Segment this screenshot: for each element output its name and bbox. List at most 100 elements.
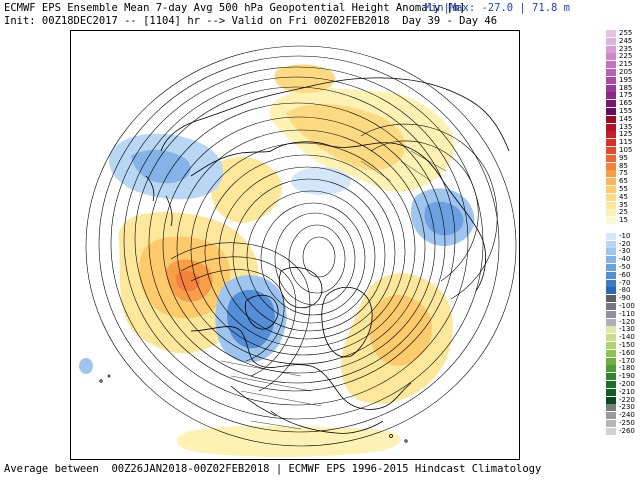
scale-swatch xyxy=(606,53,616,61)
scale-swatch xyxy=(606,264,616,271)
scale-label: -80 xyxy=(619,286,631,295)
scale-swatch xyxy=(606,279,616,287)
scale-swatch xyxy=(606,349,616,357)
scale-label: -30 xyxy=(619,247,631,256)
scale-label: -40 xyxy=(619,255,631,264)
scale-label: -150 xyxy=(619,341,635,349)
scale-swatch xyxy=(606,162,616,170)
scale-label: -70 xyxy=(619,278,631,287)
scale-label: 85 xyxy=(619,161,628,170)
scale-swatch xyxy=(606,61,616,69)
eurasia-coast xyxy=(160,77,486,292)
scale-swatch xyxy=(606,334,616,342)
footer-caption: Average between 00Z26JAN2018-00Z02FEB201… xyxy=(4,463,542,475)
scale-swatch xyxy=(606,139,616,147)
scale-label: 215 xyxy=(619,60,633,69)
scale-swatch xyxy=(606,225,616,232)
scale-swatch xyxy=(606,30,616,37)
polar-map-svg xyxy=(79,45,517,457)
scale-swatch xyxy=(606,326,616,334)
coastlines xyxy=(99,77,510,443)
scale-swatch xyxy=(606,170,616,178)
scale-swatch xyxy=(606,427,616,435)
scale-swatch xyxy=(606,357,616,365)
scale-swatch xyxy=(606,271,616,279)
scale-label: 55 xyxy=(619,185,628,193)
scale-label: 95 xyxy=(619,153,628,162)
scale-swatch xyxy=(606,209,616,217)
scale-label: 45 xyxy=(619,192,628,201)
scale-label: 255 xyxy=(619,29,633,37)
scale-label: 235 xyxy=(619,44,633,53)
scale-label: -10 xyxy=(619,231,631,240)
scale-label: 65 xyxy=(619,177,628,186)
scale-label: -60 xyxy=(619,270,631,279)
scale-label: 175 xyxy=(619,91,633,100)
scale-label: 205 xyxy=(619,68,633,76)
scale-swatch xyxy=(606,396,616,404)
scale-swatch xyxy=(606,240,616,248)
scale-swatch xyxy=(606,100,616,108)
scale-label: -160 xyxy=(619,348,635,357)
scale-swatch xyxy=(606,217,616,225)
scale-label: 185 xyxy=(619,83,633,92)
scale-swatch xyxy=(606,131,616,139)
scale-label: 165 xyxy=(619,99,633,108)
init-valid-line: Init: 00Z18DEC2017 -- [1104] hr --> Vali… xyxy=(4,15,498,27)
polar-map xyxy=(70,30,520,460)
scale-label: -20 xyxy=(619,239,631,248)
scale-swatch xyxy=(606,84,616,92)
height-contours xyxy=(85,45,517,447)
scale-label: 75 xyxy=(619,169,628,178)
scale-label: -100 xyxy=(619,302,635,310)
scale-label: 145 xyxy=(619,114,633,123)
scale-swatch xyxy=(606,147,616,154)
scale-swatch xyxy=(606,303,616,310)
scale-swatch xyxy=(606,318,616,326)
scale-swatch xyxy=(606,92,616,100)
scale-label: -120 xyxy=(619,317,635,326)
scale-label: -260 xyxy=(619,426,635,435)
north-america-coast xyxy=(190,326,412,434)
scale-label: -230 xyxy=(619,403,635,412)
scale-label: -250 xyxy=(619,419,635,427)
scale-swatch xyxy=(606,201,616,209)
scale-label: -50 xyxy=(619,263,631,271)
scale-swatch xyxy=(606,381,616,388)
scale-label: -180 xyxy=(619,364,635,373)
scale-swatch xyxy=(606,287,616,295)
scale-label: 245 xyxy=(619,36,633,45)
scale-label: -200 xyxy=(619,380,635,388)
scale-label: -210 xyxy=(619,387,635,396)
scale-swatch xyxy=(606,37,616,45)
scale-swatch xyxy=(606,412,616,420)
min-max-readout: Min|Max: -27.0 | 71.8 m xyxy=(424,2,570,14)
scale-label: 155 xyxy=(619,107,633,115)
scale-label: -140 xyxy=(619,333,635,342)
scale-label: -90 xyxy=(619,294,631,303)
scale-swatch xyxy=(606,76,616,84)
scale-swatch xyxy=(606,115,616,123)
scale-swatch xyxy=(606,69,616,76)
scale-swatch xyxy=(606,123,616,131)
scale-label: 115 xyxy=(619,138,633,147)
scale-swatch xyxy=(606,193,616,201)
scale-label: 25 xyxy=(619,208,628,217)
scale-label: -110 xyxy=(619,309,635,318)
scale-swatch xyxy=(606,45,616,53)
anomaly-shading xyxy=(79,64,475,457)
scale-swatch xyxy=(606,373,616,381)
scale-label: 195 xyxy=(619,75,633,84)
map-title: ECMWF EPS Ensemble Mean 7-day Avg 500 hP… xyxy=(4,2,466,14)
greenland-coast xyxy=(321,287,373,358)
scale-swatch xyxy=(606,342,616,349)
scale-label: -170 xyxy=(619,356,635,365)
scale-label: -190 xyxy=(619,372,635,381)
scale-swatch xyxy=(606,232,616,240)
scale-swatch xyxy=(606,404,616,412)
scale-swatch xyxy=(606,365,616,373)
scale-swatch xyxy=(606,310,616,318)
scale-swatch xyxy=(606,108,616,115)
scale-swatch xyxy=(606,388,616,396)
scale-label: 135 xyxy=(619,122,633,131)
